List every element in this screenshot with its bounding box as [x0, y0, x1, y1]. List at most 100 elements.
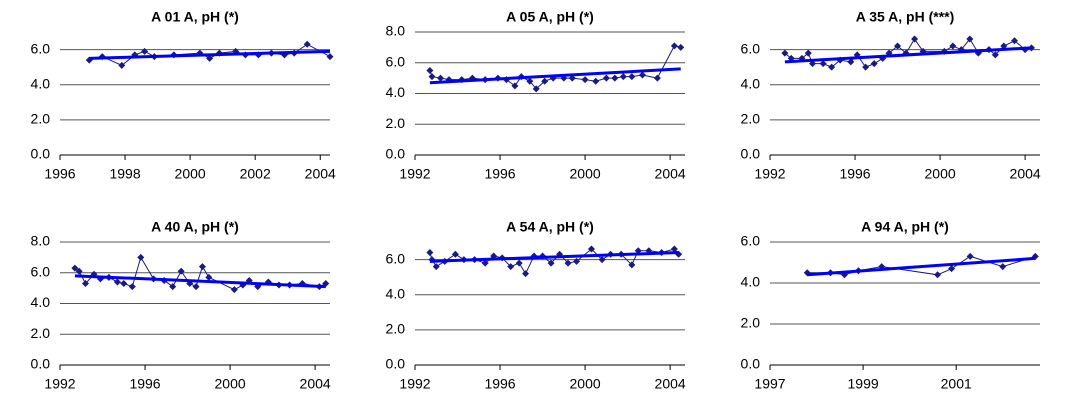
data-point	[966, 252, 974, 260]
y-tick-label: 2.0	[31, 325, 51, 341]
panel: A 35 A, pH (***) 0.0 2.0 4.0 6.0 1992 1996 2000…	[741, 9, 1041, 182]
x-tick-label: 2000	[570, 166, 601, 182]
data-point	[638, 71, 646, 79]
x-tick-label: 2000	[215, 376, 246, 392]
y-tick-label: 2.0	[386, 115, 406, 131]
trend-line	[89, 49, 331, 60]
x-tick-label: 1998	[109, 166, 140, 182]
x-tick-label: 1996	[839, 166, 870, 182]
data-point	[71, 264, 79, 272]
chart-title: A 05 A, pH (*)	[506, 9, 594, 25]
data-point	[870, 60, 878, 68]
data-point	[437, 74, 445, 82]
data-point	[991, 51, 999, 59]
y-tick-label: 4.0	[386, 285, 406, 301]
data-point	[192, 283, 200, 291]
chart-title: A 54 A, pH (*)	[506, 219, 594, 235]
y-tick-label: 0.0	[31, 146, 51, 162]
x-tick-label: 2001	[941, 376, 972, 392]
data-point	[819, 60, 827, 68]
x-tick-label: 2004	[655, 166, 686, 182]
x-tick-label: 2004	[300, 376, 331, 392]
data-point	[628, 73, 636, 81]
data-point	[426, 249, 434, 257]
y-tick-label: 8.0	[31, 233, 51, 249]
panel: A 40 A, pH (*) 0.0 2.0 4.0 6.0 8.0 1992 1996 200…	[31, 219, 331, 392]
data-point	[113, 278, 121, 286]
data-point	[847, 58, 855, 66]
y-tick-label: 0.0	[386, 146, 406, 162]
data-point	[205, 273, 213, 281]
data-point	[432, 263, 440, 271]
data-point	[862, 63, 870, 71]
y-tick-label: 2.0	[386, 321, 406, 337]
data-point	[828, 63, 836, 71]
data-point	[96, 275, 104, 283]
data-point	[894, 42, 902, 50]
data-point	[581, 76, 589, 84]
data-point	[451, 250, 459, 258]
chart-title: A 35 A, pH (***)	[856, 9, 955, 25]
data-point	[511, 82, 519, 90]
y-tick-label: 6.0	[386, 53, 406, 69]
data-point	[911, 35, 919, 43]
y-tick-label: 4.0	[31, 75, 51, 91]
x-tick-label: 1996	[484, 376, 515, 392]
data-point	[564, 259, 572, 267]
y-tick-label: 4.0	[741, 274, 761, 290]
y-tick-label: 6.0	[741, 40, 761, 56]
y-tick-label: 6.0	[31, 40, 51, 56]
panel: A 94 A, pH (*) 0.0 2.0 4.0 6.0 1997 1999 2001	[741, 219, 1040, 392]
data-point	[653, 74, 661, 82]
chart-title: A 94 A, pH (*)	[861, 219, 949, 235]
y-tick-label: 4.0	[741, 75, 761, 91]
data-point	[206, 54, 214, 62]
x-tick-label: 2000	[570, 376, 601, 392]
y-tick-label: 4.0	[31, 294, 51, 310]
trend-line	[429, 251, 679, 263]
data-point	[426, 66, 434, 74]
data-point	[628, 261, 636, 269]
y-tick-label: 2.0	[741, 315, 761, 331]
data-point	[137, 253, 145, 261]
data-point	[322, 280, 330, 288]
data-point	[75, 267, 83, 275]
data-point	[515, 259, 523, 267]
data-point	[128, 283, 136, 291]
data-point	[781, 49, 789, 57]
data-point	[934, 271, 942, 279]
data-point	[118, 61, 126, 69]
x-tick-label: 1992	[399, 376, 430, 392]
x-tick-label: 1992	[754, 166, 785, 182]
data-point	[298, 280, 306, 288]
data-point	[966, 35, 974, 43]
x-tick-label: 1999	[848, 376, 879, 392]
x-tick-label: 2004	[1010, 166, 1041, 182]
data-point	[949, 42, 957, 50]
trend-line	[807, 256, 1036, 277]
x-tick-label: 1996	[129, 376, 160, 392]
data-point	[1027, 44, 1035, 52]
trend-line	[784, 46, 1032, 64]
y-tick-label: 8.0	[386, 23, 406, 39]
chart-title: A 40 A, pH (*)	[151, 219, 239, 235]
data-point	[1010, 37, 1018, 45]
data-point	[592, 77, 600, 85]
trend-line	[74, 274, 326, 289]
data-point	[90, 270, 98, 278]
data-point	[598, 256, 606, 264]
data-point	[303, 40, 311, 48]
data-point	[326, 53, 334, 61]
data-point	[602, 74, 610, 82]
data-point	[120, 280, 128, 288]
data-point	[587, 245, 595, 253]
panel: A 54 A, pH (*) 0.0 2.0 4.0 6.0 1992 1996 2000 20…	[386, 219, 686, 392]
x-tick-label: 1997	[754, 376, 785, 392]
data-point	[239, 281, 247, 289]
data-point	[198, 263, 206, 271]
panel: A 01 A, pH (*) 0.0 2.0 4.0 6.0 1996 1998 2000 20…	[31, 9, 336, 182]
x-tick-label: 2004	[305, 166, 336, 182]
data-point	[547, 259, 555, 267]
y-tick-label: 0.0	[741, 356, 761, 372]
y-tick-label: 0.0	[31, 356, 51, 372]
